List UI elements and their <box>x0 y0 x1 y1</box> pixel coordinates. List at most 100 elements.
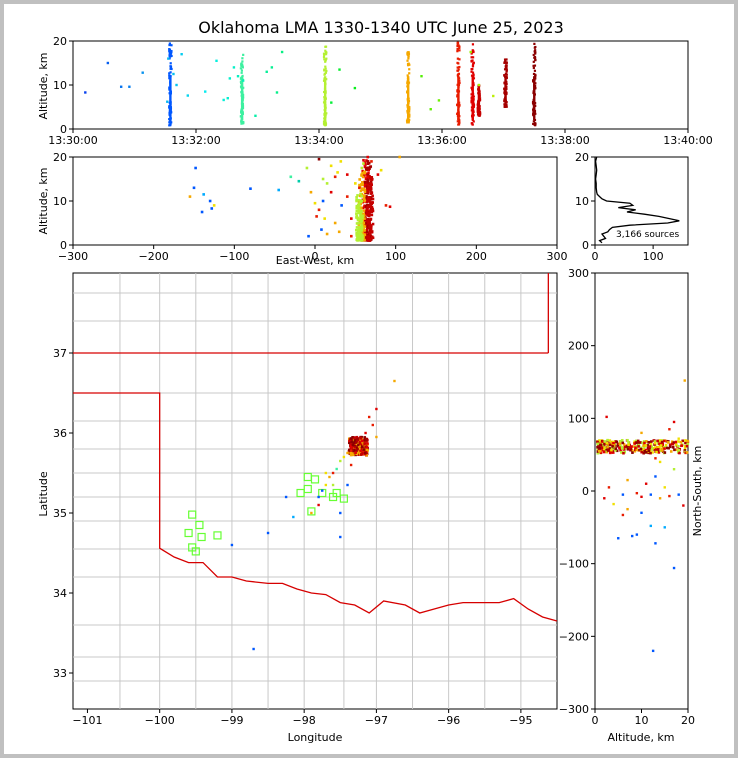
source-point <box>360 445 364 448</box>
source-point <box>456 61 459 65</box>
source-point <box>369 224 373 227</box>
source-point <box>636 439 640 443</box>
source-point <box>619 449 622 452</box>
source-point <box>614 449 617 452</box>
state-border <box>73 392 558 622</box>
source-point <box>369 198 373 201</box>
source-point <box>359 229 362 232</box>
source-point <box>364 212 367 216</box>
source-point <box>365 209 369 212</box>
source-point <box>364 163 367 166</box>
source-point <box>170 121 173 124</box>
map-ylabel: Latitude <box>37 471 50 517</box>
source-point <box>254 114 257 117</box>
source-point <box>355 214 358 218</box>
source-point <box>169 65 173 68</box>
source-point <box>456 74 459 77</box>
source-point <box>668 494 671 498</box>
source-point <box>351 435 354 439</box>
map-ytick-label: 35 <box>53 507 67 520</box>
source-point <box>370 230 374 233</box>
source-point <box>608 439 612 442</box>
source-point <box>652 448 656 451</box>
figure-title: Oklahoma LMA 1330-1340 UTC June 25, 2023 <box>198 18 564 37</box>
source-point <box>375 407 378 411</box>
source-point <box>681 439 685 443</box>
source-point <box>252 647 255 651</box>
source-point <box>663 486 666 489</box>
source-point <box>635 448 639 452</box>
source-point <box>324 60 327 63</box>
source-point <box>292 515 295 519</box>
source-point <box>357 198 360 202</box>
source-point <box>627 441 630 444</box>
source-point <box>169 55 172 58</box>
source-point <box>365 200 369 204</box>
source-point <box>667 446 670 450</box>
source-point <box>366 236 370 239</box>
source-point <box>356 203 360 207</box>
source-point <box>645 440 648 443</box>
lma-station-marker <box>332 488 341 498</box>
source-point <box>364 431 367 435</box>
source-point <box>320 228 323 231</box>
source-point <box>354 182 357 185</box>
source-point <box>620 438 624 442</box>
source-point <box>673 448 676 452</box>
source-point <box>456 112 459 115</box>
source-point <box>324 67 327 70</box>
source-point <box>630 445 633 448</box>
source-point <box>633 449 637 453</box>
source-point <box>628 446 632 449</box>
source-point <box>241 64 244 68</box>
source-point <box>649 493 652 496</box>
source-point <box>407 57 410 60</box>
source-point <box>369 217 373 221</box>
source-point <box>366 442 369 445</box>
source-point <box>458 121 461 124</box>
source-point <box>503 68 507 71</box>
source-point <box>472 73 475 76</box>
source-point <box>471 123 474 126</box>
source-point <box>649 442 653 445</box>
source-point <box>672 566 676 570</box>
histogram-xtick-label: 100 <box>643 250 664 263</box>
source-point <box>597 444 601 448</box>
source-point <box>358 451 361 455</box>
source-point <box>504 72 507 75</box>
source-point <box>365 211 369 214</box>
source-point <box>655 445 659 449</box>
source-point <box>596 445 599 449</box>
source-point <box>596 442 599 446</box>
source-point <box>230 543 234 547</box>
source-point <box>368 197 372 201</box>
map-ytick-label: 34 <box>53 587 67 600</box>
source-point <box>339 535 342 539</box>
source-point <box>365 446 369 449</box>
source-point <box>363 199 366 203</box>
source-point <box>241 66 244 69</box>
source-point <box>297 179 301 183</box>
lma-station-marker <box>339 494 348 503</box>
source-point <box>359 239 363 242</box>
source-point <box>470 122 473 125</box>
source-point <box>599 443 603 447</box>
source-point <box>457 72 461 75</box>
source-point <box>353 86 357 90</box>
source-point <box>367 415 371 419</box>
source-point <box>358 217 362 221</box>
source-point <box>168 48 172 51</box>
map-plot-area <box>72 272 558 710</box>
source-point <box>359 453 363 456</box>
source-point <box>492 94 495 98</box>
source-point <box>655 450 658 454</box>
source-point <box>366 206 370 209</box>
source-point <box>324 124 327 127</box>
source-point <box>355 449 358 453</box>
source-point <box>364 221 368 225</box>
source-point <box>363 185 367 188</box>
source-point <box>686 439 690 443</box>
source-point <box>361 183 364 187</box>
source-point <box>650 445 654 449</box>
source-point <box>353 447 356 451</box>
